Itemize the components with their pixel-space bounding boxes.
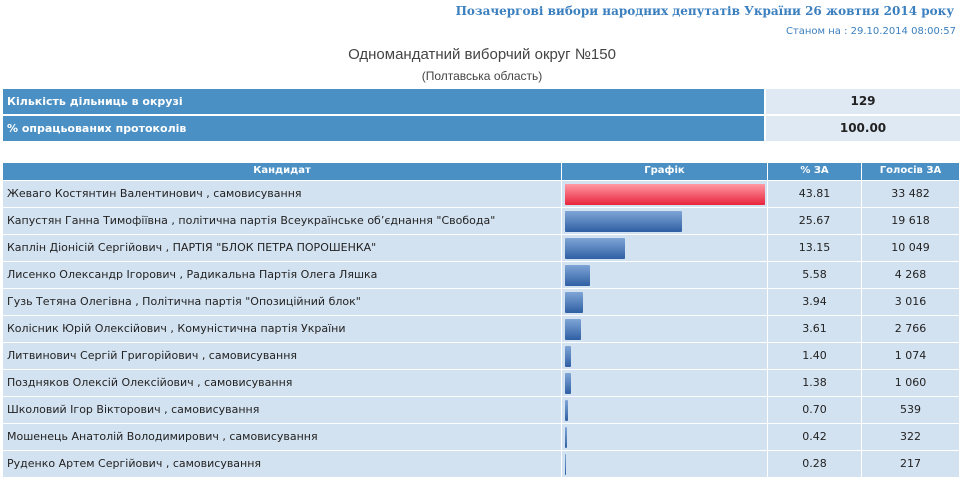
- candidate-cell: Колісник Юрій Олексійович , Комуністична…: [3, 316, 562, 342]
- vote-bar: [565, 373, 572, 394]
- vote-bar: [565, 238, 626, 259]
- candidate-cell: Лисенко Олександр Ігорович , Радикальна …: [3, 262, 562, 288]
- votes-cell: 2 766: [862, 316, 960, 342]
- chart-cell: [562, 370, 768, 396]
- chart-cell: [562, 289, 768, 315]
- candidate-cell: Гузь Тетяна Олегівна , Політична партія …: [3, 289, 562, 315]
- summary-label: % опрацьованих протоколів: [3, 116, 764, 141]
- vote-bar: [565, 454, 567, 475]
- summary-value: 129: [766, 89, 960, 114]
- percent-cell: 25.67: [768, 208, 862, 234]
- vote-bar: [565, 265, 591, 286]
- votes-cell: 4 268: [862, 262, 960, 288]
- votes-cell: 19 618: [862, 208, 960, 234]
- chart-cell: [562, 262, 768, 288]
- votes-cell: 539: [862, 397, 960, 423]
- percent-cell: 13.15: [768, 235, 862, 261]
- percent-cell: 0.28: [768, 451, 862, 477]
- column-header: Голосів ЗА: [862, 163, 960, 180]
- vote-bar: [565, 427, 567, 448]
- percent-cell: 1.40: [768, 343, 862, 369]
- percent-cell: 3.61: [768, 316, 862, 342]
- percent-cell: 3.94: [768, 289, 862, 315]
- column-header: Графік: [562, 163, 768, 180]
- percent-cell: 5.58: [768, 262, 862, 288]
- summary-value: 100.00: [766, 116, 960, 141]
- candidate-cell: Каплін Діонісій Сергійович , ПАРТІЯ "БЛО…: [3, 235, 562, 261]
- votes-cell: 1 060: [862, 370, 960, 396]
- summary-label: Кількість дільниць в окрузі: [3, 89, 764, 114]
- chart-cell: [562, 424, 768, 450]
- election-title: Позачергові вибори народних депутатів Ук…: [455, 4, 954, 18]
- column-header: % ЗА: [768, 163, 862, 180]
- vote-bar: [565, 292, 583, 313]
- district-title: Одномандатний виборчий округ №150: [348, 46, 616, 63]
- votes-cell: 322: [862, 424, 960, 450]
- percent-cell: 0.70: [768, 397, 862, 423]
- candidate-cell: Поздняков Олексій Олексійович , самовису…: [3, 370, 562, 396]
- vote-bar: [565, 400, 569, 421]
- candidate-cell: Мошенець Анатолій Володимирович , самови…: [3, 424, 562, 450]
- votes-cell: 217: [862, 451, 960, 477]
- votes-cell: 1 074: [862, 343, 960, 369]
- vote-bar: [565, 346, 572, 367]
- status-date: Станом на : 29.10.2014 08:00:57: [785, 26, 956, 37]
- candidate-cell: Руденко Артем Сергійович , самовисування: [3, 451, 562, 477]
- candidate-cell: Школовий Ігор Вікторович , самовисування: [3, 397, 562, 423]
- vote-bar: [565, 184, 765, 205]
- votes-cell: 3 016: [862, 289, 960, 315]
- chart-cell: [562, 397, 768, 423]
- votes-cell: 10 049: [862, 235, 960, 261]
- percent-cell: 43.81: [768, 181, 862, 207]
- chart-cell: [562, 451, 768, 477]
- candidate-cell: Литвинович Сергій Григорійович , самовис…: [3, 343, 562, 369]
- votes-cell: 33 482: [862, 181, 960, 207]
- candidate-cell: Жеваго Костянтин Валентинович , самовису…: [3, 181, 562, 207]
- percent-cell: 0.42: [768, 424, 862, 450]
- region: (Полтавська область): [421, 69, 543, 83]
- vote-bar: [565, 319, 582, 340]
- column-header: Кандидат: [3, 163, 562, 180]
- chart-cell: [562, 316, 768, 342]
- percent-cell: 1.38: [768, 370, 862, 396]
- vote-bar: [565, 211, 683, 232]
- chart-cell: [562, 343, 768, 369]
- candidate-cell: Капустян Ганна Тимофіївна , політична па…: [3, 208, 562, 234]
